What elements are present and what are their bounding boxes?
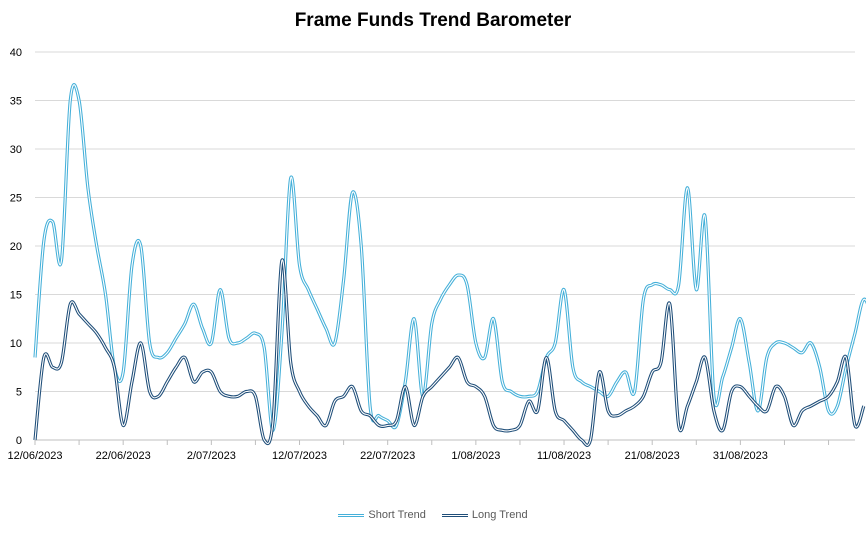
series-short-trend xyxy=(33,83,866,432)
x-tick-label: 22/06/2023 xyxy=(96,450,151,462)
legend: Short Trend Long Trend xyxy=(0,509,866,521)
x-tick-label: 2/07/2023 xyxy=(187,450,236,462)
series-line-outer xyxy=(33,83,866,432)
series-long-trend xyxy=(33,258,866,447)
y-tick-label: 20 xyxy=(10,241,22,253)
legend-label: Long Trend xyxy=(471,509,528,521)
legend-label: Short Trend xyxy=(368,509,426,521)
x-tick-label: 12/07/2023 xyxy=(272,450,327,462)
series-line-inner xyxy=(34,259,865,446)
legend-swatch xyxy=(338,513,365,517)
legend-item-long-trend[interactable]: Long Trend xyxy=(441,509,528,521)
y-tick-label: 25 xyxy=(10,193,22,205)
legend-item-short-trend[interactable]: Short Trend xyxy=(338,509,426,521)
y-tick-label: 5 xyxy=(16,387,22,399)
y-tick-label: 30 xyxy=(10,144,22,156)
x-tick-label: 1/08/2023 xyxy=(451,450,500,462)
series-line-outer xyxy=(33,258,866,447)
y-tick-label: 10 xyxy=(10,338,22,350)
gridlines xyxy=(35,51,855,392)
x-tick-label: 11/08/2023 xyxy=(537,450,591,462)
legend-swatch xyxy=(441,513,468,517)
x-tick-label: 22/07/2023 xyxy=(360,450,415,462)
x-axis: 12/06/2023 22/06/2023 2/07/2023 12/07/2023 2… xyxy=(7,439,855,462)
series-line-inner xyxy=(34,84,866,431)
x-tick-label: 21/08/2023 xyxy=(625,450,680,462)
series-layer xyxy=(33,83,866,447)
x-tick-label: 12/06/2023 xyxy=(7,450,62,462)
y-axis-ticks: 0 5 10 15 20 25 30 35 40 xyxy=(10,47,22,447)
x-tick-label: 31/08/2023 xyxy=(713,450,768,462)
y-tick-label: 40 xyxy=(10,47,22,59)
y-tick-label: 15 xyxy=(10,290,22,302)
y-tick-label: 35 xyxy=(10,96,22,108)
y-tick-label: 0 xyxy=(16,435,22,447)
chart-title: Frame Funds Trend Barometer xyxy=(294,10,572,31)
